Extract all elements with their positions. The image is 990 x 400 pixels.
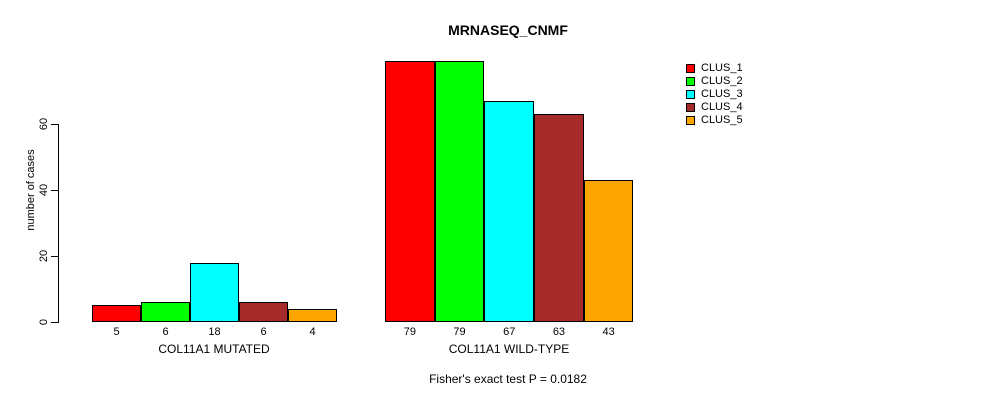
bar-clus_4-mutated bbox=[239, 302, 288, 322]
bar-clus_5-wildtype bbox=[583, 180, 634, 322]
bar-clus_5-mutated bbox=[288, 309, 337, 322]
caption-fishers-test: Fisher's exact test P = 0.0182 bbox=[429, 372, 587, 386]
legend-swatch-clus_4 bbox=[686, 103, 695, 112]
bar-value-label: 4 bbox=[309, 326, 316, 338]
y-tick-mark-0 bbox=[51, 321, 58, 323]
bar-value-label: 6 bbox=[162, 326, 169, 338]
y-tick-label-60: 60 bbox=[38, 117, 50, 131]
legend-label-clus_1: CLUS_1 bbox=[701, 62, 743, 74]
group-label-mutated: COL11A1 MUTATED bbox=[158, 342, 270, 356]
y-tick-mark-60 bbox=[51, 123, 58, 125]
group-label-wildtype: COL11A1 WILD-TYPE bbox=[448, 342, 570, 356]
y-tick-mark-20 bbox=[51, 255, 58, 257]
legend-label-clus_2: CLUS_2 bbox=[701, 75, 743, 87]
y-tick-label-20: 20 bbox=[38, 249, 50, 263]
bar-clus_1-mutated bbox=[92, 305, 141, 322]
bar-value-label: 5 bbox=[113, 326, 120, 338]
bar-value-label: 43 bbox=[602, 326, 615, 338]
bar-value-label: 67 bbox=[503, 326, 516, 338]
chart-title: MRNASEQ_CNMF bbox=[448, 22, 568, 38]
bar-value-label: 79 bbox=[403, 326, 416, 338]
bar-value-label: 79 bbox=[453, 326, 466, 338]
y-tick-label-0: 0 bbox=[38, 318, 50, 326]
bar-value-label: 6 bbox=[260, 326, 267, 338]
bar-value-label: 18 bbox=[208, 326, 221, 338]
bar-clus_3-wildtype bbox=[484, 101, 535, 322]
legend-swatch-clus_3 bbox=[686, 90, 695, 99]
bar-clus_2-wildtype bbox=[434, 61, 485, 322]
legend-swatch-clus_2 bbox=[686, 77, 695, 86]
y-axis-title: number of cases bbox=[25, 149, 37, 231]
legend-label-clus_5: CLUS_5 bbox=[701, 114, 743, 126]
bar-value-label: 63 bbox=[552, 326, 566, 338]
legend-label-clus_3: CLUS_3 bbox=[701, 88, 743, 100]
bar-clus_4-wildtype bbox=[534, 114, 584, 322]
y-tick-mark-40 bbox=[51, 189, 58, 191]
legend-label-clus_4: CLUS_4 bbox=[701, 101, 743, 113]
legend-swatch-clus_5 bbox=[686, 116, 695, 125]
legend-swatch-clus_1 bbox=[686, 64, 695, 73]
bar-clus_2-mutated bbox=[141, 302, 190, 322]
bar-clus_1-wildtype bbox=[385, 61, 435, 322]
y-axis-line bbox=[58, 124, 59, 323]
bar-clus_3-mutated bbox=[190, 263, 239, 322]
y-tick-label-40: 40 bbox=[38, 183, 50, 197]
